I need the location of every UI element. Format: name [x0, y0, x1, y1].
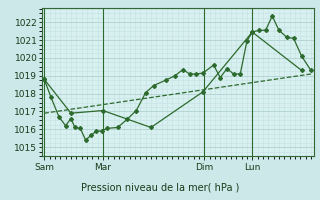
Text: Pression niveau de la mer( hPa ): Pression niveau de la mer( hPa ): [81, 182, 239, 192]
